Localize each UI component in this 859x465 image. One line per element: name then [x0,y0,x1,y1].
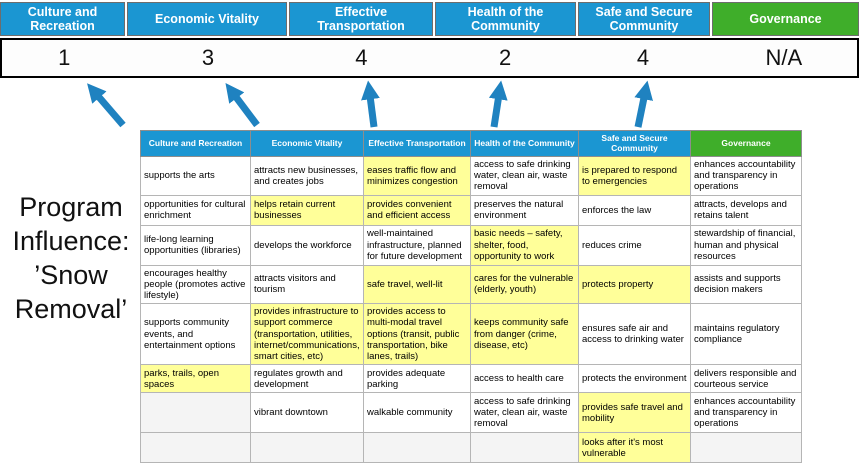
matrix-cell: provides safe travel and mobility [578,392,691,434]
matrix-cell: supports community events, and entertain… [140,303,251,366]
matrix-cell: provides access to multi-modal travel op… [363,303,471,366]
matrix-cell: vibrant downtown [250,392,364,434]
matrix-cell [363,432,471,464]
matrix-row: parks, trails, open spaces regulates grow… [140,364,802,394]
matrix-cell: looks after it's most vulnerable [578,432,691,464]
matrix-column-header: Economic Vitality [250,130,364,157]
matrix-cell: parks, trails, open spaces [140,364,251,394]
matrix-row: opportunities for cultural enrichment hel… [140,194,802,226]
matrix-cell: access to safe drinking water, clean air… [470,156,579,196]
score-value: 2 [499,45,512,70]
matrix-cell [690,432,802,464]
matrix-cell: protects property [578,264,691,305]
matrix-cell [140,432,251,464]
matrix-cell: develops the workforce [250,224,364,266]
scoreboard-header-label: Culture and Recreation [0,2,125,36]
matrix-row: looks after it's most vulnerable [140,432,802,464]
matrix-cell: helps retain current businesses [250,194,364,226]
matrix-cell: reduces crime [578,224,691,266]
matrix-cell: cares for the vulnerable (elderly, youth… [470,264,579,305]
arrow-transportation-icon [361,80,380,128]
matrix-cell: walkable community [363,392,471,434]
matrix-cell: protects the environment [578,364,691,394]
matrix-row: life-long learning opportunities (librar… [140,224,802,266]
matrix-cell: maintains regulatory compliance [690,303,802,366]
matrix-cell: assists and supports decision makers [690,264,802,305]
matrix-cell: regulates growth and development [250,364,364,394]
matrix-cell [470,432,579,464]
matrix-row: encourages healthy people (promotes acti… [140,264,802,305]
scoreboard-header-label: Safe and Secure Community [578,2,710,36]
matrix-cell: access to health care [470,364,579,394]
scoreboard-score-row: 1 3 4 2 4 N/A [0,38,859,78]
matrix-column-header: Health of the Community [470,130,579,157]
matrix-column-header: Effective Transportation [363,130,471,157]
matrix-cell [140,392,251,434]
matrix-cell: attracts new businesses, and creates job… [250,156,364,196]
arrow-culture-icon [87,83,126,128]
matrix-row: supports community events, and entertain… [140,303,802,366]
matrix-cell: opportunities for cultural enrichment [140,194,251,226]
matrix-cell: access to safe drinking water, clean air… [470,392,579,434]
arrow-economic-icon [225,82,260,128]
matrix-cell: attracts visitors and tourism [250,264,364,305]
matrix-cell: ensures safe air and access to drinking … [578,303,691,366]
scoreboard-header-label: Health of the Community [435,2,576,36]
arrow-safe-icon [634,80,653,128]
score-value: N/A [765,45,803,70]
matrix-cell: provides adequate parking [363,364,471,394]
matrix-cell: life-long learning opportunities (librar… [140,224,251,266]
matrix-cell: stewardship of financial, human and phys… [690,224,802,266]
scoreboard-header-label: Governance [712,2,859,36]
arrow-health-icon [488,80,508,128]
scoreboard-header-row: Culture and Recreation Economic Vitality E… [0,2,859,36]
matrix-row: supports the arts attracts new businesses… [140,156,802,196]
score-value: 4 [636,45,650,70]
matrix-column-header: Culture and Recreation [140,130,251,157]
matrix-cell: eases traffic flow and minimizes congest… [363,156,471,196]
scoreboard-header-label: Effective Transportation [289,2,433,36]
matrix-cell: safe travel, well-lit [363,264,471,305]
matrix-header-row: Culture and Recreation Economic Vitality E… [140,130,802,157]
matrix-cell [250,432,364,464]
matrix-row: vibrant downtown walkable community access… [140,392,802,434]
matrix-cell: enhances accountability and transparency… [690,392,802,434]
matrix-cell: provides infrastructure to support comme… [250,303,364,366]
matrix-cell: enhances accountability and transparency… [690,156,802,196]
program-influence-label: Program Influence: ’Snow Removal’ [12,192,130,325]
matrix-cell: enforces the law [578,194,691,226]
influence-arrows [87,80,653,128]
matrix-column-header: Governance [690,130,802,157]
program-influence-matrix: Culture and Recreation Economic Vitality E… [140,130,802,464]
matrix-cell: provides convenient and efficient access [363,194,471,226]
matrix-cell: delivers responsible and courteous servi… [690,364,802,394]
matrix-cell: basic needs – safety, shelter, food, opp… [470,224,579,266]
matrix-cell: supports the arts [140,156,251,196]
score-value: 3 [201,45,215,70]
matrix-cell: is prepared to respond to emergencies [578,156,691,196]
scoreboard-header-label: Economic Vitality [127,2,287,36]
matrix-cell: well-maintained infrastructure, planned … [363,224,471,266]
matrix-column-header: Safe and Secure Community [578,130,691,157]
score-value: 4 [355,45,368,70]
matrix-cell: attracts, develops and retains talent [690,194,802,226]
matrix-cell: keeps community safe from danger (crime,… [470,303,579,366]
matrix-cell: preserves the natural environment [470,194,579,226]
score-value: 1 [58,45,71,70]
matrix-cell: encourages healthy people (promotes acti… [140,264,251,305]
